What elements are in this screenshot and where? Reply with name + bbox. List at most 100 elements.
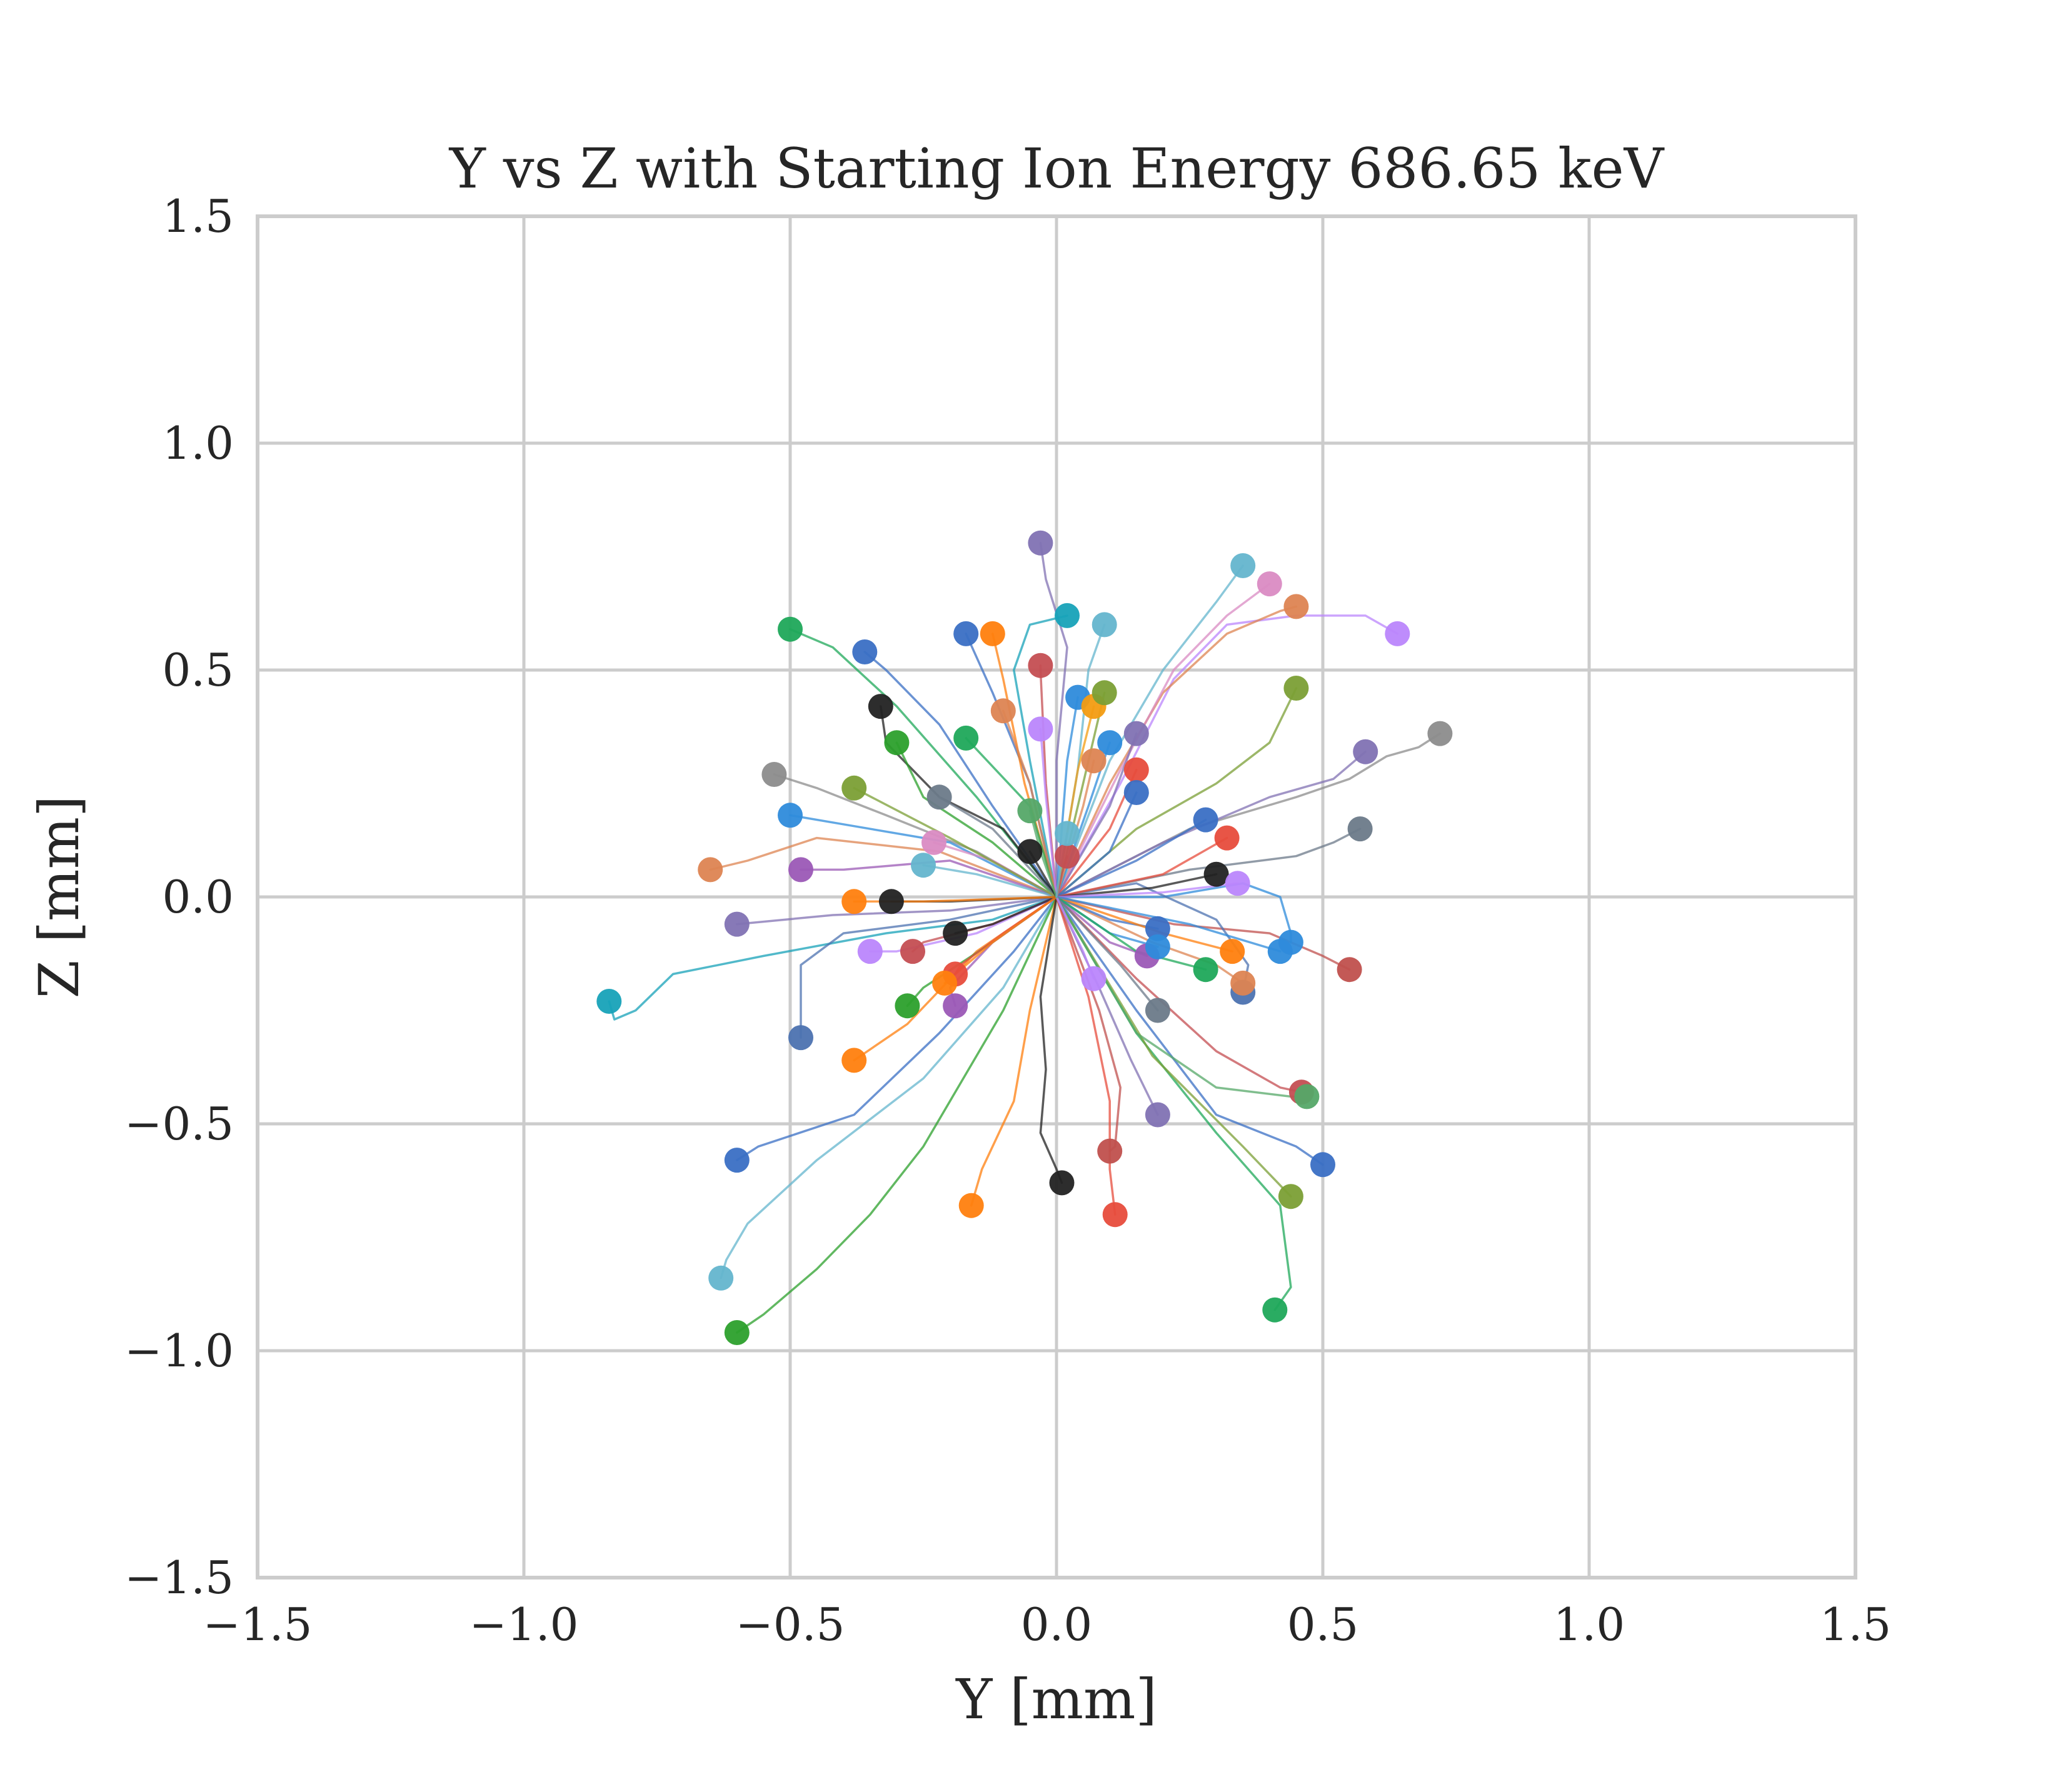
trajectory-endpoint — [788, 857, 813, 883]
trajectory-endpoint — [1283, 594, 1309, 619]
plot-frame — [256, 214, 1857, 1579]
trajectory-endpoint — [1055, 843, 1080, 869]
trajectory-line — [1055, 896, 1351, 971]
trajectory-endpoint — [990, 698, 1016, 724]
trajectory-line — [1055, 896, 1244, 984]
trajectory-endpoint — [724, 1320, 750, 1345]
trajectory-endpoint — [1267, 939, 1293, 964]
trajectory-endpoint — [841, 1048, 867, 1073]
trajectory-endpoint — [1028, 716, 1053, 742]
trajectory-line — [1055, 882, 1239, 898]
trajectory-endpoint — [868, 694, 893, 719]
trajectory-endpoint — [1427, 721, 1453, 746]
trajectory-line — [720, 896, 1058, 1279]
trajectory-endpoint — [761, 762, 787, 787]
trajectory-endpoint — [596, 989, 622, 1014]
trajectory-line — [1055, 896, 1117, 1216]
trajectory-endpoint — [1017, 839, 1043, 864]
trajectory-endpoint — [852, 639, 878, 664]
trajectory-endpoint — [1193, 807, 1218, 833]
trajectory-endpoint — [1123, 757, 1149, 783]
trajectory-line — [1055, 732, 1138, 898]
y-tick-label: 1.0 — [162, 417, 234, 469]
trajectory-line — [1039, 541, 1068, 898]
trajectory-line — [954, 896, 1058, 934]
x-tick-label: 0.5 — [1287, 1598, 1359, 1651]
trajectory-endpoint — [778, 616, 803, 642]
trajectory-endpoint — [943, 993, 968, 1019]
trajectory-endpoint — [724, 911, 750, 937]
x-tick-label: 1.5 — [1820, 1598, 1892, 1651]
trajectory-line — [1055, 896, 1159, 1012]
trajectory-endpoint — [1028, 530, 1053, 556]
trajectory-endpoint — [1055, 603, 1080, 628]
trajectory-endpoint — [1123, 780, 1149, 805]
trajectory-endpoint — [1385, 621, 1410, 646]
trajectory-endpoint — [1230, 553, 1256, 578]
trajectory-endpoint — [1214, 825, 1240, 851]
trajectory-line — [709, 836, 1058, 898]
trajectory-endpoint — [911, 853, 936, 878]
trajectory-line — [1055, 896, 1303, 1093]
trajectory-endpoint — [778, 803, 803, 828]
y-tick-labels: −1.5 −1.0 −0.5 0.0 0.5 1.0 1.5 — [124, 190, 234, 1604]
x-tick-labels: −1.5 −1.0 −0.5 0.0 0.5 1.0 1.5 — [203, 1598, 1892, 1651]
trajectory-endpoint — [1097, 1138, 1123, 1164]
trajectory-endpoints — [596, 530, 1453, 1345]
trajectory-endpoint — [884, 730, 910, 756]
trajectory-endpoint — [1203, 861, 1229, 887]
y-axis-label: Z [mm] — [27, 796, 91, 999]
trajectory-line — [608, 896, 1058, 1021]
trajectory-line — [1055, 873, 1218, 898]
trajectory-endpoint — [1225, 871, 1250, 896]
trajectory-endpoint — [980, 621, 1005, 646]
trajectory-endpoint — [900, 939, 925, 964]
trajectory-endpoint — [943, 921, 968, 946]
x-tick-label: 1.0 — [1554, 1598, 1625, 1651]
trajectory-endpoint — [857, 939, 883, 964]
trajectory-line — [1055, 564, 1244, 898]
trajectory-endpoint — [1049, 1170, 1075, 1196]
trajectory-line — [1055, 614, 1399, 898]
x-tick-label: −0.5 — [736, 1598, 845, 1651]
x-tick-label: −1.0 — [469, 1598, 579, 1651]
trajectory-endpoint — [1193, 957, 1218, 983]
y-tick-label: 1.5 — [162, 190, 234, 243]
y-tick-label: −0.5 — [124, 1098, 234, 1150]
trajectory-endpoint — [1262, 1297, 1288, 1323]
trajectory-line — [1055, 896, 1324, 1166]
trajectory-endpoint — [1145, 916, 1170, 941]
trajectory-endpoint — [878, 889, 904, 914]
trajectory-endpoint — [1347, 816, 1373, 842]
trajectory-line — [1055, 836, 1228, 898]
trajectory-endpoint — [1028, 653, 1053, 678]
trajectory-line — [863, 651, 1058, 898]
trajectory-endpoint — [953, 621, 979, 646]
trajectory-endpoint — [1145, 1102, 1170, 1128]
trajectory-line — [1055, 750, 1367, 898]
trajectory-endpoint — [895, 993, 920, 1019]
y-tick-label: 0.5 — [162, 644, 234, 696]
trajectory-line — [789, 814, 1058, 898]
trajectory-line — [1055, 818, 1207, 898]
trajectory-endpoint — [921, 829, 946, 855]
trajectory-endpoint — [708, 1265, 734, 1291]
trajectory-endpoint — [1123, 721, 1149, 746]
trajectory-endpoint — [1230, 970, 1256, 996]
trajectory-endpoint — [841, 889, 867, 914]
trajectory-endpoint — [1337, 957, 1362, 983]
y-tick-label: −1.5 — [124, 1551, 234, 1604]
trajectory-line — [922, 864, 1058, 898]
trajectory-line — [736, 896, 1058, 1334]
trajectory-line — [853, 787, 1058, 898]
trajectory-endpoint — [841, 775, 867, 801]
x-tick-label: −1.5 — [203, 1598, 313, 1651]
trajectory-line — [970, 896, 1058, 1207]
trajectory-line — [1055, 896, 1282, 953]
trajectory-endpoint — [1092, 680, 1117, 706]
trajectory-endpoint — [1283, 676, 1309, 701]
trajectory-endpoint — [788, 1025, 813, 1051]
trajectory-endpoint — [724, 1148, 750, 1173]
y-tick-label: 0.0 — [162, 871, 234, 923]
